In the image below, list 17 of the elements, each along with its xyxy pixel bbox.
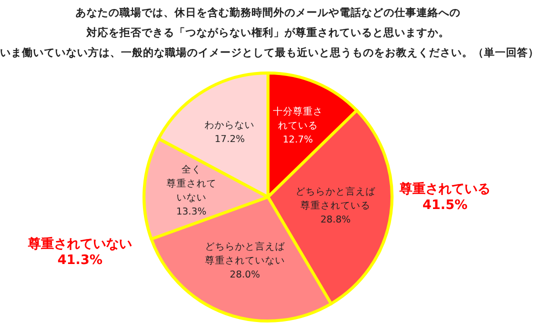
data-label: 13.3% — [175, 205, 208, 219]
slice-label: わからない — [204, 119, 256, 134]
chart-title: あなたの職場では、休日を含む勤務時間外のメールや電話などの仕事連絡への — [74, 6, 462, 20]
text: いま働いていない方は、一般的な職場のイメージとして最も近いと思うものをお教えください。（単一回答） — [0, 46, 536, 60]
slice-label: 十分尊重されている — [272, 106, 324, 134]
data-label: 28.8% — [320, 212, 352, 227]
data-label: 17.2% — [214, 133, 246, 147]
data-label: 12.7% — [282, 133, 314, 147]
slice-label: どちらかと言えば尊重されていない — [204, 240, 286, 268]
text: 41.5% — [422, 198, 468, 213]
slice-label: 全く尊重されていない — [165, 164, 218, 206]
text: 尊重されていない — [28, 236, 132, 253]
text: 尊重されている — [400, 180, 490, 198]
slice-label: どちらかと言えば尊重されている — [294, 185, 377, 213]
text: 41.3% — [57, 253, 103, 268]
data-label: 28.0% — [228, 268, 261, 282]
chart-subtitle: 対応を拒否できる「つながらない権利」が尊重されていると思いますか。 — [85, 26, 450, 40]
